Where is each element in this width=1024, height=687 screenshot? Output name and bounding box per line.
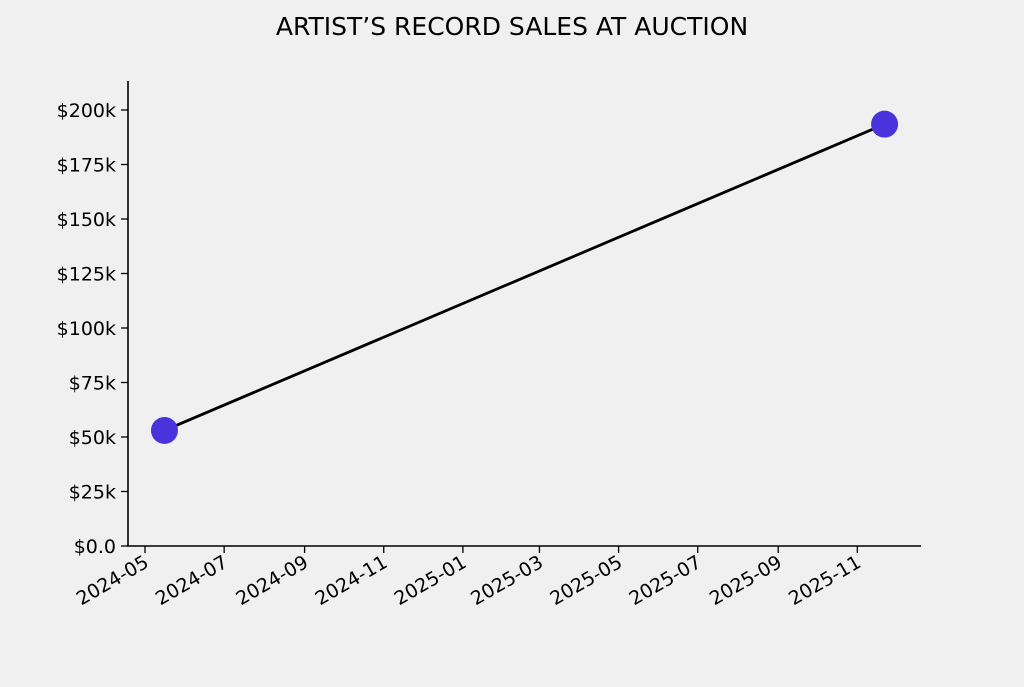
- x-tick-label: 2024-11: [311, 551, 391, 610]
- y-tick-label: $175k: [57, 155, 116, 177]
- y-tick-label: $0.0: [74, 536, 116, 558]
- data-point: [871, 110, 899, 138]
- data-point: [150, 416, 178, 444]
- chart-title: ARTIST’S RECORD SALES AT AUCTION: [276, 12, 748, 41]
- x-tick-label: 2025-07: [625, 551, 705, 610]
- y-tick-label: $75k: [69, 373, 116, 395]
- y-tick-label: $50k: [69, 427, 116, 449]
- y-tick-label: $25k: [69, 482, 116, 504]
- x-tick-label: 2024-07: [152, 551, 232, 610]
- x-tick-label: 2024-09: [232, 551, 312, 610]
- x-tick-label: 2024-05: [73, 551, 153, 610]
- x-tick-label: 2025-09: [706, 551, 786, 610]
- x-tick-label: 2025-05: [546, 551, 626, 610]
- y-tick-label: $150k: [57, 209, 116, 231]
- x-tick-label: 2025-01: [391, 551, 471, 610]
- y-tick-label: $100k: [57, 318, 116, 340]
- series-line: [163, 122, 886, 432]
- x-tick-label: 2025-03: [467, 551, 547, 610]
- x-tick-label: 2025-11: [785, 551, 865, 610]
- y-tick-label: $200k: [57, 100, 116, 122]
- y-tick-label: $125k: [57, 264, 116, 286]
